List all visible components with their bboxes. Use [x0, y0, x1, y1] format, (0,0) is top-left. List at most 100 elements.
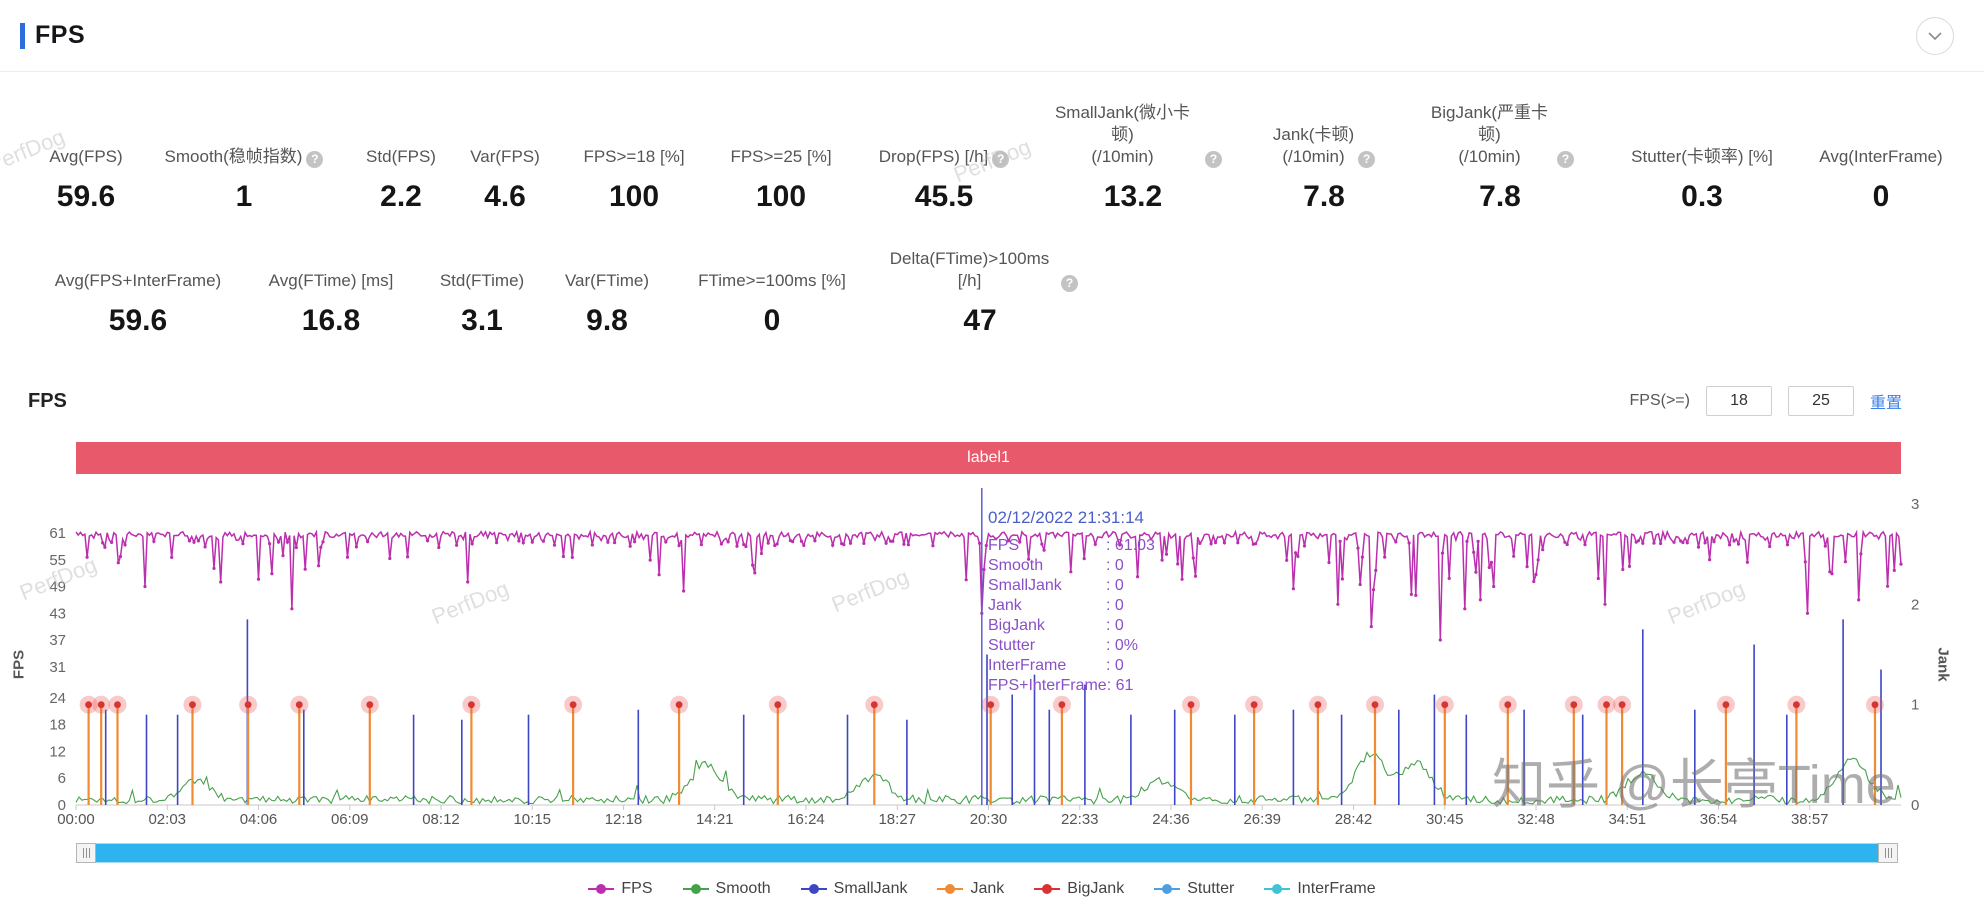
y-left-tick-label: 61	[49, 525, 66, 542]
y-left-tick-label: 31	[49, 659, 66, 676]
help-icon[interactable]: ?	[992, 151, 1010, 168]
stat: Jank(卡顿) (/10min)? 7.8	[1222, 122, 1426, 214]
stat-value: 3.1	[461, 304, 503, 337]
stat: Avg(FTime) [ms] 16.8	[250, 268, 412, 338]
stat-label: SmallJank(微小卡顿) (/10min)?	[1044, 102, 1222, 168]
stat: BigJank(严重卡顿) (/10min)? 7.8	[1426, 102, 1574, 214]
x-tick-label: 00:00	[57, 811, 95, 828]
stat: SmallJank(微小卡顿) (/10min)? 13.2	[1044, 102, 1222, 214]
stat-label: Avg(InterFrame)	[1819, 147, 1943, 166]
scrollbar-handle-right[interactable]	[1878, 843, 1898, 863]
fps-threshold-input-1[interactable]	[1705, 386, 1772, 416]
y-right-tick-label: 2	[1911, 596, 1919, 613]
x-tick-label: 36:54	[1700, 811, 1738, 828]
legend-item-stutter[interactable]: Stutter	[1154, 880, 1234, 898]
stat: Std(FPS) 2.2	[342, 122, 460, 214]
y-right-tick-label: 0	[1911, 797, 1919, 814]
stat: Std(FTime) 3.1	[412, 268, 552, 338]
stat-value: 2.2	[380, 180, 422, 213]
fps-dip-dots	[85, 539, 1903, 642]
x-tick-label: 14:21	[696, 811, 734, 828]
stat-label: Delta(FTime)>100ms [/h]?	[882, 248, 1078, 292]
stat-value: 100	[608, 180, 660, 213]
stat-label: Avg(FTime) [ms]	[268, 271, 394, 290]
stat-label: FPS>=18 [%]	[583, 147, 685, 166]
y-axis-name-jank: Jank	[1934, 647, 1952, 682]
stat: FPS>=25 [%] 100	[718, 122, 844, 214]
legend-marker-icon	[588, 884, 615, 894]
help-icon[interactable]: ?	[1061, 275, 1078, 292]
stat-label: Avg(FPS+InterFrame)	[54, 271, 222, 290]
stat-value: 45.5	[914, 180, 974, 213]
stat-label: Std(FTime)	[439, 271, 525, 290]
help-icon[interactable]: ?	[306, 151, 324, 168]
fps-threshold-filter: FPS(>=) 重置	[1630, 386, 1902, 416]
stats-row-2: Avg(FPS+InterFrame) 59.6 Avg(FTime) [ms] 16…	[0, 248, 1984, 338]
legend-item-smooth[interactable]: Smooth	[682, 880, 771, 898]
stat: Var(FPS) 4.6	[460, 122, 550, 214]
stat-label: Drop(FPS) [/h]?	[879, 122, 1010, 168]
legend-item-smalljank[interactable]: SmallJank	[800, 880, 907, 898]
x-tick-label: 18:27	[878, 811, 916, 828]
stat-label: Std(FPS)	[366, 147, 436, 166]
fps-chart-svg[interactable]: 00:00 02:03 04:06 06:09 08:12 10:15 12:18 14:21…	[40, 480, 1924, 836]
help-icon[interactable]: ?	[1358, 151, 1376, 168]
stat-value: 7.8	[1303, 180, 1345, 213]
legend-item-interframe[interactable]: InterFrame	[1264, 880, 1376, 898]
y-left-tick-label: 37	[49, 632, 66, 649]
help-icon[interactable]: ?	[1557, 151, 1574, 168]
legend-marker-icon	[937, 884, 964, 894]
stat-value: 13.2	[1103, 180, 1163, 213]
help-icon[interactable]: ?	[1205, 151, 1222, 168]
x-tick-label: 24:36	[1152, 811, 1190, 828]
stat-value: 59.6	[56, 180, 116, 213]
mark-label-text: label1	[967, 449, 1010, 466]
fps-threshold-input-2[interactable]	[1787, 386, 1854, 416]
legend-item-jank[interactable]: Jank	[937, 880, 1004, 898]
stat-value: 100	[755, 180, 807, 213]
stat: Delta(FTime)>100ms [/h]? 47	[882, 248, 1078, 338]
reset-button[interactable]: 重置	[1869, 395, 1902, 412]
stat-label: Jank(卡顿) (/10min)?	[1273, 122, 1376, 168]
scrollbar-handle-left[interactable]	[76, 843, 96, 863]
stat-label: Avg(FPS)	[49, 147, 123, 166]
stat-value: 0.3	[1681, 180, 1723, 213]
stats-row-1: Avg(FPS) 59.6 Smooth(稳帧指数)? 1 Std(FPS) 2.2 Var…	[0, 102, 1984, 214]
legend-label: InterFrame	[1297, 880, 1376, 897]
fps-threshold-label: FPS(>=)	[1629, 392, 1690, 409]
stat: Drop(FPS) [/h]? 45.5	[844, 122, 1044, 214]
stat-value: 16.8	[301, 304, 361, 337]
stat-value: 4.6	[484, 180, 526, 213]
stat-value: 59.6	[108, 304, 168, 337]
stat-label: Var(FTime)	[564, 271, 650, 290]
x-tick-label: 26:39	[1243, 811, 1281, 828]
panel-header: FPS	[0, 0, 1984, 72]
y-left-tick-label: 43	[49, 605, 66, 622]
legend-label: FPS	[621, 880, 653, 897]
datazoom-scrollbar[interactable]	[76, 843, 1898, 863]
legend-item-fps[interactable]: FPS	[588, 880, 653, 898]
legend-label: Smooth	[715, 880, 771, 897]
stat-value: 7.8	[1479, 180, 1521, 213]
stat: Avg(FPS) 59.6	[26, 122, 146, 214]
legend-item-bigjank[interactable]: BigJank	[1034, 880, 1124, 898]
stat: Smooth(稳帧指数)? 1	[146, 122, 342, 214]
y-left-tick-label: 55	[49, 552, 66, 569]
stat: Avg(FPS+InterFrame) 59.6	[26, 268, 250, 338]
x-tick-label: 16:24	[787, 811, 825, 828]
legend-marker-icon	[1034, 884, 1061, 894]
stat-value: 9.8	[586, 304, 628, 337]
x-tick-label: 04:06	[240, 811, 278, 828]
y-left-tick-label: 49	[49, 579, 66, 596]
legend-marker-icon	[682, 884, 709, 894]
smooth-series	[75, 751, 1902, 805]
stat-label: FPS>=25 [%]	[730, 147, 832, 166]
y-left-tick-label: 24	[49, 690, 66, 707]
legend-marker-icon	[1154, 884, 1181, 894]
x-tick-label: 28:42	[1335, 811, 1373, 828]
x-tick-label: 08:12	[422, 811, 460, 828]
legend-label: BigJank	[1067, 880, 1125, 897]
collapse-button[interactable]	[1916, 17, 1954, 55]
fps-series	[75, 529, 1902, 641]
chart-legend: FPS Smooth SmallJank Jank BigJank Stutter Inte…	[40, 880, 1924, 898]
